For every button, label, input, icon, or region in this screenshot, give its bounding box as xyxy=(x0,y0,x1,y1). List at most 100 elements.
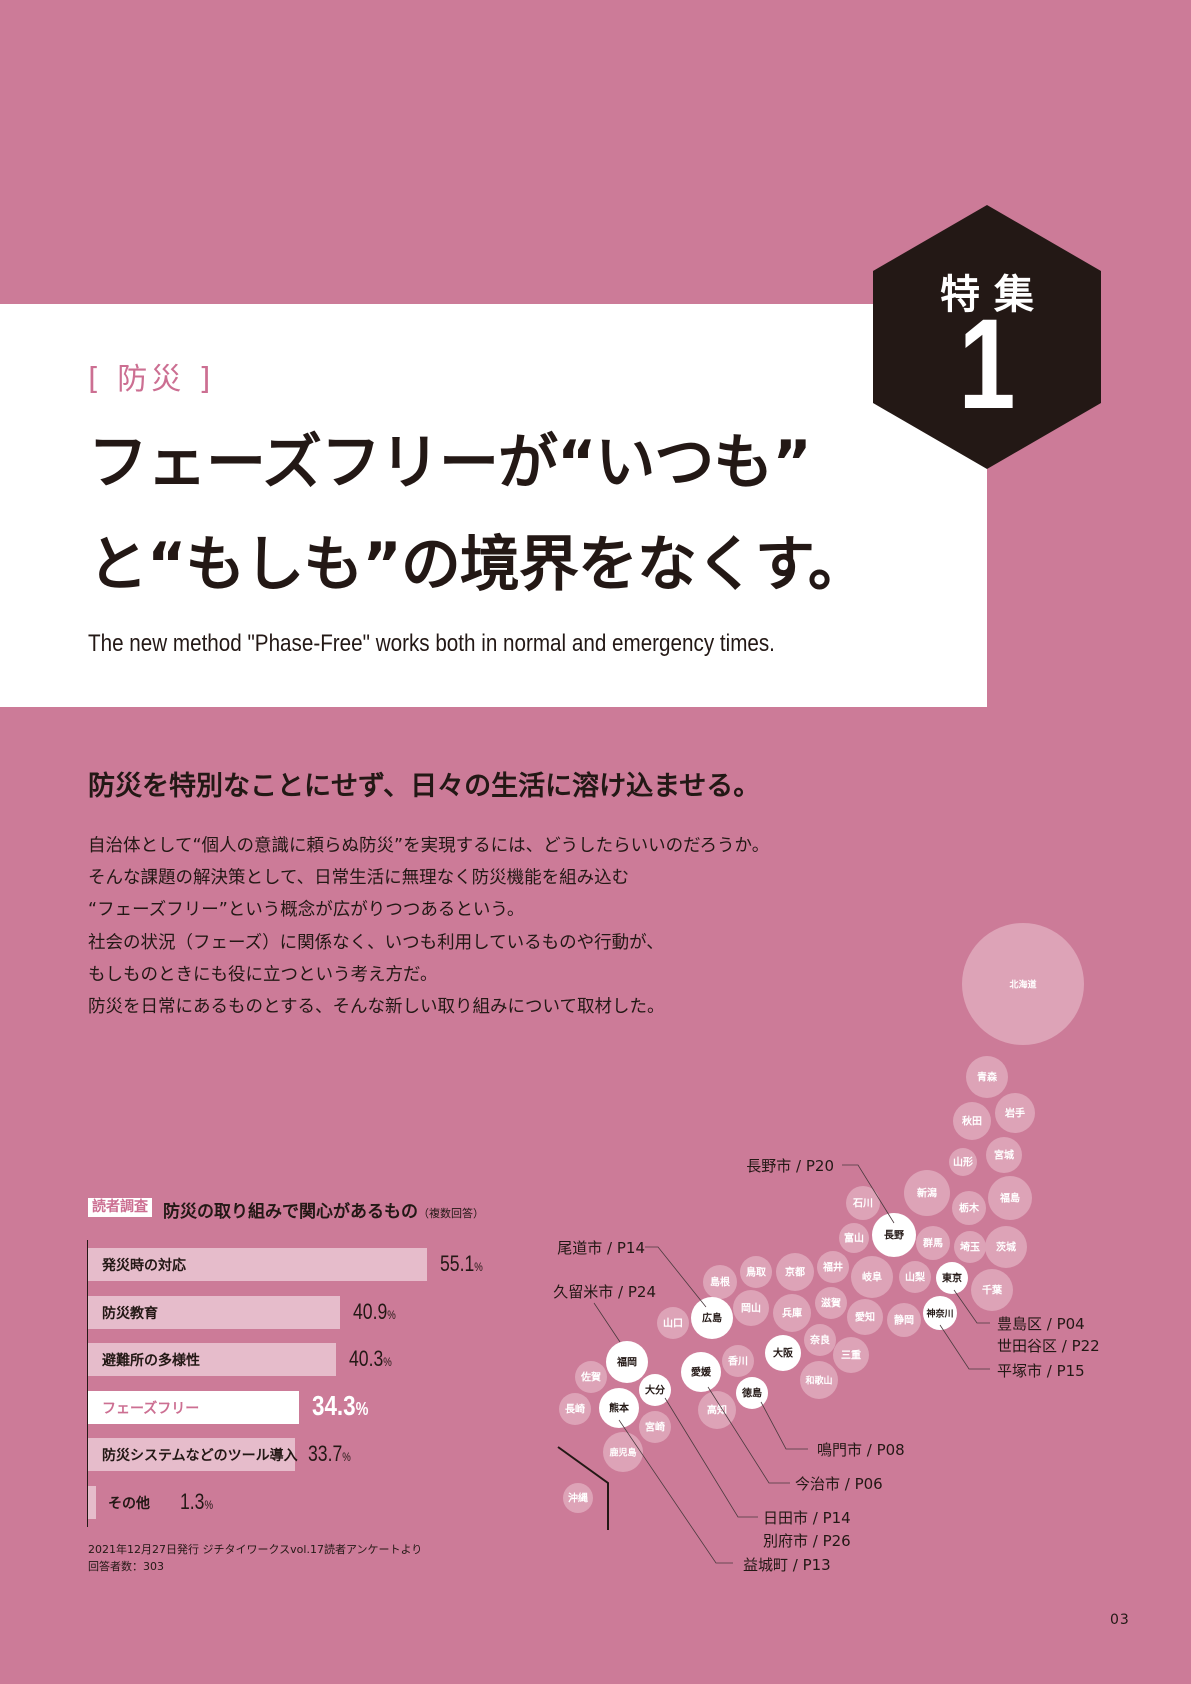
callout-label: 益城町 / P13 xyxy=(743,1556,831,1574)
leader-line xyxy=(664,1397,758,1518)
bubble-circle xyxy=(986,1137,1022,1173)
prefecture-label: 高知 xyxy=(707,1404,727,1417)
prefecture-label: 山形 xyxy=(953,1156,973,1169)
prefecture-bubble: 山口 xyxy=(657,1307,689,1339)
callout-label: 豊島区 / P04 xyxy=(997,1315,1085,1333)
prefecture-bubble: 福島 xyxy=(988,1176,1032,1220)
bubble-circle xyxy=(904,1170,950,1216)
bubble-circle xyxy=(559,1393,591,1425)
prefecture-bubble: 福井 xyxy=(817,1251,849,1283)
prefecture-label: 大阪 xyxy=(773,1347,794,1360)
leader-line xyxy=(953,1289,990,1324)
prefecture-label: 静岡 xyxy=(894,1314,914,1327)
prefecture-label: 佐賀 xyxy=(580,1371,601,1384)
bubble-circle xyxy=(949,1148,977,1176)
prefecture-label: 栃木 xyxy=(959,1202,980,1215)
prefecture-label: 大分 xyxy=(645,1384,665,1397)
bubble-circle xyxy=(657,1307,689,1339)
bubble-circle xyxy=(815,1287,847,1319)
prefecture-bubble: 宮城 xyxy=(986,1137,1022,1173)
bubble-circle xyxy=(833,1337,869,1373)
bubble-circle xyxy=(954,1231,986,1263)
bubble-circle xyxy=(971,1269,1013,1311)
prefecture-bubble: 富山 xyxy=(839,1223,869,1253)
chart-note: （複数回答） xyxy=(418,1207,484,1220)
prefecture-bubble: 岩手 xyxy=(995,1093,1035,1133)
bubble-circle xyxy=(740,1256,772,1288)
bubble-circle xyxy=(851,1256,893,1298)
bubble-circle xyxy=(703,1265,737,1299)
bubble-circle xyxy=(966,1056,1008,1098)
prefecture-bubble: 沖縄 xyxy=(563,1483,593,1513)
bar-value: 33.7% xyxy=(308,1441,352,1466)
prefecture-bubble: 熊本 xyxy=(599,1388,639,1428)
bar xyxy=(88,1391,299,1424)
prefecture-label: 石川 xyxy=(852,1198,873,1210)
leader-line xyxy=(618,1419,733,1564)
prefecture-bubble: 広島 xyxy=(691,1297,733,1339)
prefecture-bubble: 秋田 xyxy=(953,1102,991,1140)
body-line: 社会の状況（フェーズ）に関係なく、いつも利用しているものや行動が、 xyxy=(88,932,664,953)
callout-label: 久留米市 / P24 xyxy=(553,1283,656,1301)
prefecture-label: 秋田 xyxy=(962,1115,982,1128)
callout-label: 世田谷区 / P22 xyxy=(997,1337,1100,1355)
bubble-circle xyxy=(639,1411,671,1443)
prefecture-label: 福島 xyxy=(999,1192,1020,1205)
prefecture-bubble: 宮崎 xyxy=(639,1411,671,1443)
prefecture-bubble: 京都 xyxy=(776,1253,814,1291)
prefecture-label: 岩手 xyxy=(1004,1107,1025,1120)
bubble-circle xyxy=(985,1226,1027,1268)
okinawa-divider xyxy=(557,1446,609,1530)
prefecture-bubble: 岡山 xyxy=(733,1290,769,1326)
bubble-circle xyxy=(962,923,1084,1045)
category-label: [ 防災 ] xyxy=(88,362,215,397)
bubble-circle xyxy=(765,1335,801,1371)
prefecture-bubble: 香川 xyxy=(722,1345,754,1377)
bubble-circle xyxy=(691,1297,733,1339)
prefecture-label: 熊本 xyxy=(609,1402,630,1415)
bubble-circle xyxy=(575,1361,607,1393)
prefecture-bubble: 奈良 xyxy=(804,1324,836,1356)
bar-label: 防災教育 xyxy=(102,1306,158,1322)
bar xyxy=(88,1296,340,1329)
bar-label: 防災システムなどのツール導入 xyxy=(102,1448,298,1464)
prefecture-bubble: 大阪 xyxy=(765,1335,801,1371)
prefecture-bubble: 千葉 xyxy=(971,1269,1013,1311)
prefecture-label: 新潟 xyxy=(917,1187,937,1200)
bubble-circle xyxy=(722,1345,754,1377)
prefecture-label: 兵庫 xyxy=(782,1307,802,1320)
body-line: 防災を日常にあるものとする、そんな新しい取り組みについて取材した。 xyxy=(88,997,665,1018)
bubble-circle xyxy=(887,1303,921,1337)
callout-label: 平塚市 / P15 xyxy=(997,1362,1085,1380)
prefecture-label: 宮城 xyxy=(994,1149,1014,1162)
prefecture-label: 愛知 xyxy=(855,1311,875,1324)
prefecture-bubble: 新潟 xyxy=(904,1170,950,1216)
prefecture-bubble: 茨城 xyxy=(985,1226,1027,1268)
source-line: 回答者数：303 xyxy=(88,1560,164,1573)
prefecture-label: 岐阜 xyxy=(862,1271,882,1284)
body-line: そんな課題の解決策として、日常生活に無理なく防災機能を組み込む xyxy=(88,868,630,889)
survey-tag: 読者調査 xyxy=(88,1198,152,1217)
prefecture-bubble: 山形 xyxy=(949,1148,977,1176)
bar-label: 避難所の多様性 xyxy=(102,1353,200,1369)
leader-line xyxy=(939,1324,990,1370)
prefecture-bubble: 埼玉 xyxy=(954,1231,986,1263)
prefecture-label: 鳥取 xyxy=(746,1266,767,1279)
bubble-circle xyxy=(599,1388,639,1428)
prefecture-bubble: 青森 xyxy=(966,1056,1008,1098)
callout-label: 日田市 / P14 xyxy=(763,1509,851,1527)
body-line: もしものときにも役に立つという考え方だ。 xyxy=(88,964,438,985)
bar-label: その他 xyxy=(108,1496,150,1512)
callout-label: 別府市 / P26 xyxy=(763,1532,851,1550)
prefecture-bubble: 和歌山 xyxy=(800,1361,838,1399)
prefecture-label: 京都 xyxy=(785,1266,805,1279)
prefecture-bubble: 福岡 xyxy=(606,1341,648,1383)
prefecture-bubble: 静岡 xyxy=(887,1303,921,1337)
english-subtitle: The new method "Phase-Free" works both i… xyxy=(88,630,775,657)
bar xyxy=(88,1486,96,1519)
bubble-circle xyxy=(872,1213,916,1257)
bubble-circle xyxy=(839,1223,869,1253)
feature-label: 特集 xyxy=(940,272,1048,318)
source-line: 2021年12月27日発行 ジチタイワークスvol.17読者アンケートより xyxy=(88,1543,423,1556)
